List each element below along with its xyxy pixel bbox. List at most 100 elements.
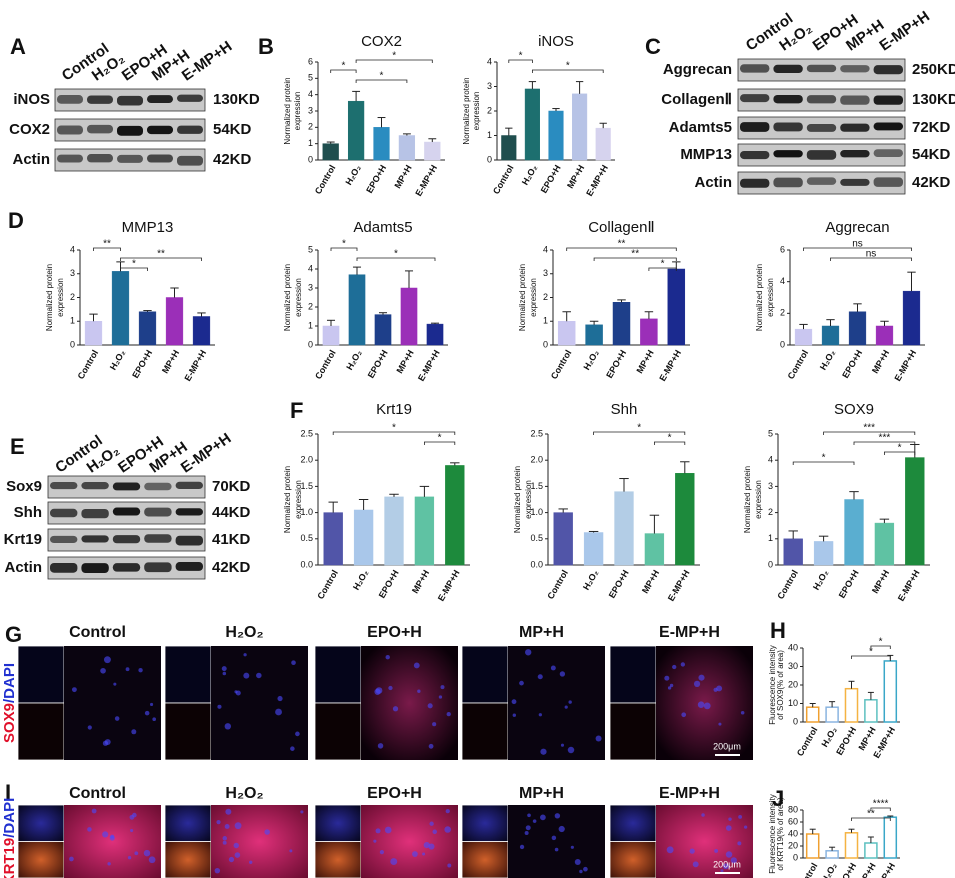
cell-nucleus bbox=[432, 722, 437, 727]
chart-title: Shh bbox=[611, 401, 638, 418]
chart-title: iNOS bbox=[538, 33, 574, 50]
chart-title: Aggrecan bbox=[825, 219, 889, 236]
column-label: MP+H bbox=[519, 624, 564, 641]
bar bbox=[165, 297, 184, 346]
blot-row-label: COX2 bbox=[9, 121, 50, 138]
panel-letter: F bbox=[290, 398, 303, 423]
significance-bracket bbox=[120, 267, 148, 271]
blot-band bbox=[873, 149, 903, 158]
dapi-inset bbox=[609, 645, 657, 704]
column-label: Control bbox=[69, 624, 126, 641]
y-tick-label: 20 bbox=[788, 840, 798, 850]
cell-nucleus bbox=[107, 862, 111, 866]
cell-nucleus bbox=[728, 817, 732, 821]
x-tick-label: EPO+H bbox=[366, 348, 390, 380]
x-tick-label: EPO+H bbox=[364, 163, 388, 195]
blot-row-label: Actin bbox=[13, 151, 51, 168]
blot-row-label: iNOS bbox=[13, 91, 50, 108]
y-tick-label: 80 bbox=[788, 804, 798, 814]
column-label: Control bbox=[69, 785, 126, 802]
bar bbox=[864, 842, 878, 859]
y-tick-label: 0 bbox=[487, 154, 492, 164]
cell-nucleus bbox=[291, 660, 296, 666]
blot-row-label: CollagenⅡ bbox=[661, 91, 732, 108]
column-label: MP+H bbox=[519, 785, 564, 802]
stain-part: SOX9 bbox=[1, 703, 18, 743]
bar bbox=[875, 325, 894, 346]
stain-inset bbox=[461, 702, 509, 761]
y-axis-label: of SOX9(% of area) bbox=[776, 650, 785, 720]
significance-bracket bbox=[356, 257, 436, 261]
bar bbox=[902, 290, 921, 346]
x-tick-label: H₂O₂ bbox=[819, 861, 838, 878]
significance-bracket bbox=[593, 431, 686, 435]
bar bbox=[322, 325, 340, 346]
cell-nucleus bbox=[222, 671, 227, 676]
cell-nucleus bbox=[446, 711, 451, 717]
dapi-inset bbox=[17, 804, 65, 842]
blot-row-label: Adamts5 bbox=[669, 119, 732, 136]
cell-nucleus bbox=[388, 685, 393, 691]
y-tick-label: 4 bbox=[70, 244, 75, 254]
y-axis-label: of KRT19(% of area) bbox=[776, 797, 785, 871]
significance-bracket bbox=[823, 431, 916, 435]
cell-nucleus bbox=[222, 840, 227, 845]
bar bbox=[805, 706, 820, 723]
bar bbox=[844, 832, 859, 859]
bar bbox=[553, 512, 573, 566]
cell-nucleus bbox=[519, 680, 524, 686]
cell-nucleus bbox=[87, 827, 92, 832]
cell-nucleus bbox=[551, 835, 557, 841]
significance-label: * bbox=[661, 259, 665, 270]
blot-band bbox=[175, 508, 203, 516]
cell-nucleus bbox=[143, 849, 151, 857]
cell-nucleus bbox=[149, 702, 154, 707]
bar bbox=[400, 287, 418, 346]
y-tick-label: 0.5 bbox=[300, 533, 313, 543]
y-tick-label: 4 bbox=[308, 263, 313, 273]
y-axis-label: Normalized protein bbox=[283, 466, 292, 533]
cell-nucleus bbox=[554, 813, 561, 819]
significance-bracket bbox=[355, 59, 433, 63]
column-label: H₂O₂ bbox=[225, 624, 263, 641]
bar bbox=[874, 522, 895, 566]
bar bbox=[424, 141, 441, 161]
y-axis-label: expression bbox=[754, 480, 763, 519]
cell-nucleus bbox=[423, 841, 430, 849]
y-tick-label: 3 bbox=[543, 268, 548, 278]
x-tick-label: MP+H bbox=[856, 861, 877, 878]
x-tick-label: H₂O₂ bbox=[108, 348, 127, 372]
x-tick-label: H₂O₂ bbox=[811, 568, 830, 592]
x-tick-label: E-MP+H bbox=[666, 568, 692, 603]
chart-title: MMP13 bbox=[122, 219, 174, 236]
panel-letter: G bbox=[5, 622, 22, 647]
significance-label: ** bbox=[103, 239, 111, 250]
cell-nucleus bbox=[532, 819, 537, 823]
blot-row-label: Actin bbox=[695, 174, 733, 191]
cell-nucleus bbox=[680, 662, 686, 667]
blot-band bbox=[87, 95, 113, 104]
cell-nucleus bbox=[429, 821, 434, 826]
bar bbox=[583, 532, 604, 566]
blot-band bbox=[806, 95, 837, 104]
blot-band bbox=[177, 94, 203, 102]
blot-band bbox=[873, 65, 903, 75]
cell-nucleus bbox=[214, 867, 221, 874]
blot-band bbox=[773, 177, 803, 188]
blot-band bbox=[50, 482, 78, 490]
blot-band bbox=[175, 481, 203, 490]
cell-nucleus bbox=[743, 825, 748, 829]
significance-bracket bbox=[508, 59, 533, 63]
y-tick-label: 10 bbox=[788, 698, 798, 708]
cell-nucleus bbox=[390, 858, 398, 866]
cell-nucleus bbox=[256, 672, 262, 679]
y-tick-label: 0.0 bbox=[530, 559, 543, 569]
blot-size-label: 54KD bbox=[213, 121, 252, 138]
y-axis-label: Normalized protein bbox=[743, 466, 752, 533]
blot-band bbox=[57, 125, 83, 135]
panel-letter: J bbox=[772, 786, 784, 811]
y-tick-label: 0 bbox=[308, 154, 313, 164]
chart-title: CollagenⅡ bbox=[588, 219, 655, 236]
x-tick-label: MP+H bbox=[870, 348, 891, 375]
blot-band bbox=[806, 177, 837, 185]
